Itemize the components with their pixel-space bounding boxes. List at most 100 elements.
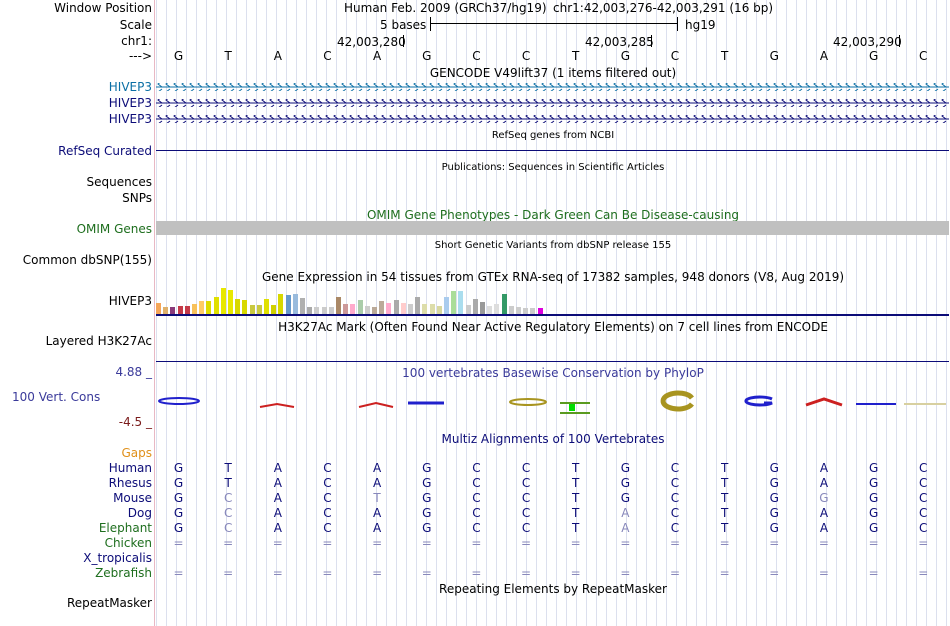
gtex-bar[interactable] bbox=[422, 304, 428, 314]
gtex-bar[interactable] bbox=[508, 306, 514, 314]
aligned-base: T bbox=[572, 491, 580, 505]
gencode-transcripts[interactable] bbox=[156, 80, 949, 128]
chrom-label: chr1: bbox=[121, 34, 152, 48]
gtex-bar[interactable] bbox=[393, 300, 399, 314]
gtex-bar[interactable] bbox=[307, 307, 313, 314]
omim-feature-bar[interactable] bbox=[156, 221, 949, 235]
gtex-bar[interactable] bbox=[343, 304, 349, 314]
gtex-title[interactable]: Gene Expression in 54 tissues from GTEx … bbox=[261, 270, 845, 284]
h3k27-label[interactable]: Layered H3K27Ac bbox=[45, 334, 152, 348]
phylop-min: -4.5 _ bbox=[118, 415, 152, 429]
gtex-bar[interactable] bbox=[300, 298, 305, 314]
gtex-bar[interactable] bbox=[357, 300, 363, 314]
gtex-label[interactable]: HIVEP3 bbox=[108, 294, 152, 308]
species-label-elephant[interactable]: Elephant bbox=[98, 521, 152, 535]
gencode-title[interactable]: GENCODE V49lift37 (1 items filtered out) bbox=[429, 66, 677, 80]
gtex-bar[interactable] bbox=[451, 291, 457, 314]
pubs-title[interactable]: Publications: Sequences in Scientific Ar… bbox=[441, 162, 665, 173]
gtex-bar[interactable] bbox=[494, 304, 500, 314]
species-label-zebrafish[interactable]: Zebrafish bbox=[95, 566, 152, 580]
refseq-label[interactable]: RefSeq Curated bbox=[58, 144, 152, 158]
multiz-title[interactable]: Multiz Alignments of 100 Vertebrates bbox=[441, 432, 665, 446]
gtex-bar[interactable] bbox=[163, 307, 169, 314]
aligned-base: G bbox=[868, 521, 879, 535]
gtex-bar[interactable] bbox=[271, 305, 277, 314]
gtex-bar[interactable] bbox=[199, 301, 205, 314]
gtex-bar[interactable] bbox=[278, 294, 284, 314]
species-label-chicken[interactable]: Chicken bbox=[104, 536, 152, 550]
window-coords[interactable]: chr1:42,003,276-42,003,291 (16 bp) bbox=[553, 1, 774, 15]
gtex-bar[interactable] bbox=[206, 301, 212, 314]
gtex-bar[interactable] bbox=[386, 303, 392, 314]
gtex-bar[interactable] bbox=[537, 308, 543, 314]
gtex-bar[interactable] bbox=[530, 308, 536, 314]
grid-line bbox=[306, 0, 307, 626]
gtex-bar[interactable] bbox=[184, 306, 190, 314]
gtex-bar[interactable] bbox=[177, 306, 183, 314]
gtex-bar[interactable] bbox=[192, 304, 197, 314]
gtex-bar[interactable] bbox=[249, 305, 255, 314]
gtex-bar[interactable] bbox=[429, 304, 435, 314]
phylop-label[interactable]: 100 Vert. Cons bbox=[12, 390, 101, 404]
species-label-rhesus[interactable]: Rhesus bbox=[108, 476, 152, 490]
species-label-dog[interactable]: Dog bbox=[127, 506, 152, 520]
gtex-bar[interactable] bbox=[292, 294, 298, 314]
gtex-bar[interactable] bbox=[170, 307, 176, 314]
gtex-bar[interactable] bbox=[228, 290, 233, 314]
gtex-bar[interactable] bbox=[285, 295, 291, 314]
gtex-bar[interactable] bbox=[415, 297, 421, 314]
gtex-bar[interactable] bbox=[242, 300, 248, 314]
gtex-bar[interactable] bbox=[364, 306, 370, 314]
gtex-bar[interactable] bbox=[436, 306, 442, 314]
gtex-bar[interactable] bbox=[472, 299, 478, 314]
gtex-bar[interactable] bbox=[516, 307, 521, 314]
gtex-bar[interactable] bbox=[328, 307, 334, 314]
gtex-bar[interactable] bbox=[256, 305, 262, 314]
gencode-item-1[interactable]: HIVEP3 bbox=[108, 80, 152, 94]
gtex-bar[interactable] bbox=[336, 297, 341, 314]
gtex-bar[interactable] bbox=[465, 305, 471, 314]
gtex-bar[interactable] bbox=[220, 288, 226, 314]
dbsnp-label[interactable]: Common dbSNP(155) bbox=[22, 253, 152, 267]
gtex-bar[interactable] bbox=[213, 297, 219, 314]
gtex-bar-chart[interactable] bbox=[156, 284, 556, 314]
gtex-bar[interactable] bbox=[156, 303, 161, 314]
gtex-bar[interactable] bbox=[264, 299, 269, 314]
gtex-bar[interactable] bbox=[321, 307, 327, 314]
omim-label[interactable]: OMIM Genes bbox=[76, 222, 152, 236]
phylop-logo[interactable] bbox=[156, 388, 949, 418]
repeatmasker-label[interactable]: RepeatMasker bbox=[66, 596, 152, 610]
omim-title[interactable]: OMIM Gene Phenotypes - Dark Green Can Be… bbox=[366, 208, 740, 222]
refseq-gene-line[interactable] bbox=[156, 150, 949, 151]
gaps-label[interactable]: Gaps bbox=[121, 446, 152, 460]
gtex-bar[interactable] bbox=[350, 304, 356, 314]
grid-line bbox=[676, 0, 677, 626]
gencode-item-3[interactable]: HIVEP3 bbox=[108, 112, 152, 126]
aligned-base: G bbox=[620, 461, 630, 475]
gtex-bar[interactable] bbox=[408, 304, 413, 314]
aligned-base: T bbox=[720, 461, 729, 475]
gtex-bar[interactable] bbox=[314, 307, 320, 314]
species-label-x_tropicalis[interactable]: X_tropicalis bbox=[83, 551, 152, 565]
refseq-title[interactable]: RefSeq genes from NCBI bbox=[491, 130, 615, 141]
repeatmasker-title[interactable]: Repeating Elements by RepeatMasker bbox=[439, 582, 667, 596]
gtex-bar[interactable] bbox=[501, 294, 507, 314]
gtex-bar[interactable] bbox=[372, 307, 377, 314]
aligned-base: G bbox=[769, 461, 779, 475]
gtex-bar[interactable] bbox=[480, 302, 485, 314]
gencode-item-2[interactable]: HIVEP3 bbox=[108, 96, 152, 110]
species-label-mouse[interactable]: Mouse bbox=[113, 491, 152, 505]
phylop-title[interactable]: 100 vertebrates Basewise Conservation by… bbox=[402, 366, 704, 380]
pubs-sequences-label[interactable]: Sequences bbox=[86, 175, 152, 189]
gtex-bar[interactable] bbox=[444, 297, 449, 314]
gtex-bar[interactable] bbox=[400, 303, 406, 314]
gtex-bar[interactable] bbox=[235, 299, 241, 314]
species-label-human[interactable]: Human bbox=[108, 461, 152, 475]
gtex-bar[interactable] bbox=[458, 291, 464, 314]
pubs-snps-label[interactable]: SNPs bbox=[122, 191, 152, 205]
gtex-bar[interactable] bbox=[487, 306, 493, 314]
dbsnp-title[interactable]: Short Genetic Variants from dbSNP releas… bbox=[434, 240, 672, 251]
gtex-bar[interactable] bbox=[523, 308, 529, 314]
gtex-bar[interactable] bbox=[379, 301, 385, 314]
h3k27-title[interactable]: H3K27Ac Mark (Often Found Near Active Re… bbox=[278, 320, 828, 334]
